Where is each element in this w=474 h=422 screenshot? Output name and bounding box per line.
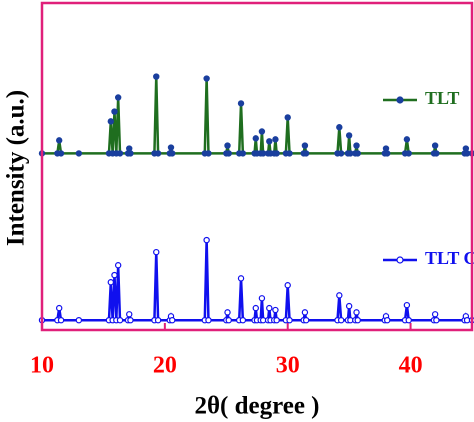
data-point: [272, 136, 279, 143]
data-point: [169, 316, 176, 324]
legend-label: TLT CIF: [425, 248, 474, 268]
y-axis-label: Intensity (a.u.): [3, 90, 30, 246]
data-point: [286, 150, 293, 157]
legend-label: TLT: [425, 88, 459, 108]
data-point: [301, 309, 309, 316]
data-point: [114, 94, 122, 101]
data-point: [116, 316, 124, 324]
data-point: [301, 142, 309, 149]
x-tick-label: 30: [276, 353, 300, 379]
data-point: [273, 150, 280, 157]
data-point: [266, 138, 273, 145]
data-point: [224, 142, 231, 149]
data-point: [111, 108, 118, 115]
data-point: [252, 135, 259, 142]
x-axis-label: 2θ( degree ): [194, 393, 319, 420]
data-point: [57, 150, 65, 157]
data-point: [56, 304, 63, 312]
data-point: [75, 150, 83, 157]
data-point: [203, 236, 210, 244]
data-point: [353, 142, 360, 149]
data-point: [405, 150, 412, 157]
legend-marker: [396, 96, 404, 104]
data-point: [225, 316, 232, 324]
data-point: [431, 311, 439, 318]
data-point: [111, 271, 118, 279]
data-point: [169, 150, 176, 157]
data-point: [154, 150, 162, 157]
data-point: [116, 150, 124, 157]
data-point: [239, 150, 247, 157]
data-point: [286, 316, 293, 324]
data-point: [345, 132, 353, 139]
x-tick-label: 40: [399, 353, 423, 379]
data-point: [337, 316, 345, 324]
plot-frame: [40, 1, 474, 332]
data-point: [258, 128, 266, 135]
data-point: [336, 292, 343, 299]
data-point: [205, 150, 212, 157]
data-point: [75, 316, 83, 324]
data-point: [205, 316, 212, 324]
data-point: [57, 316, 65, 324]
data-point: [56, 137, 63, 144]
data-point: [403, 136, 411, 143]
data-point: [266, 304, 273, 312]
data-point: [237, 275, 245, 282]
data-point: [353, 309, 360, 316]
data-point: [354, 316, 361, 324]
data-point: [237, 100, 245, 107]
data-point: [252, 304, 259, 312]
legend-marker: [396, 256, 404, 264]
data-point: [284, 282, 291, 289]
data-point: [336, 124, 343, 131]
data-point: [154, 316, 162, 324]
data-point: [114, 262, 122, 269]
data-point: [239, 316, 247, 324]
data-point: [345, 302, 353, 310]
data-point: [126, 311, 133, 318]
data-point: [273, 316, 280, 324]
data-point: [153, 248, 160, 256]
data-point: [403, 301, 411, 309]
data-point: [384, 150, 391, 157]
data-point: [107, 279, 115, 286]
data-point: [107, 118, 115, 125]
data-point: [433, 316, 440, 324]
data-point: [405, 316, 412, 324]
data-point: [384, 316, 391, 324]
data-point: [302, 316, 310, 324]
x-tick-label: 20: [153, 353, 177, 379]
data-point: [431, 142, 439, 149]
data-point: [127, 150, 134, 157]
data-point: [433, 150, 440, 157]
data-point: [167, 144, 175, 151]
data-point: [284, 114, 291, 121]
data-point: [302, 150, 310, 157]
x-tick-label: 10: [30, 353, 54, 379]
data-point: [203, 75, 210, 82]
data-point: [127, 316, 134, 324]
data-point: [337, 150, 345, 157]
data-point: [272, 306, 279, 314]
data-point: [354, 150, 361, 157]
data-point: [153, 73, 160, 80]
data-point: [225, 150, 232, 157]
data-point: [258, 295, 266, 302]
data-point: [224, 309, 231, 316]
